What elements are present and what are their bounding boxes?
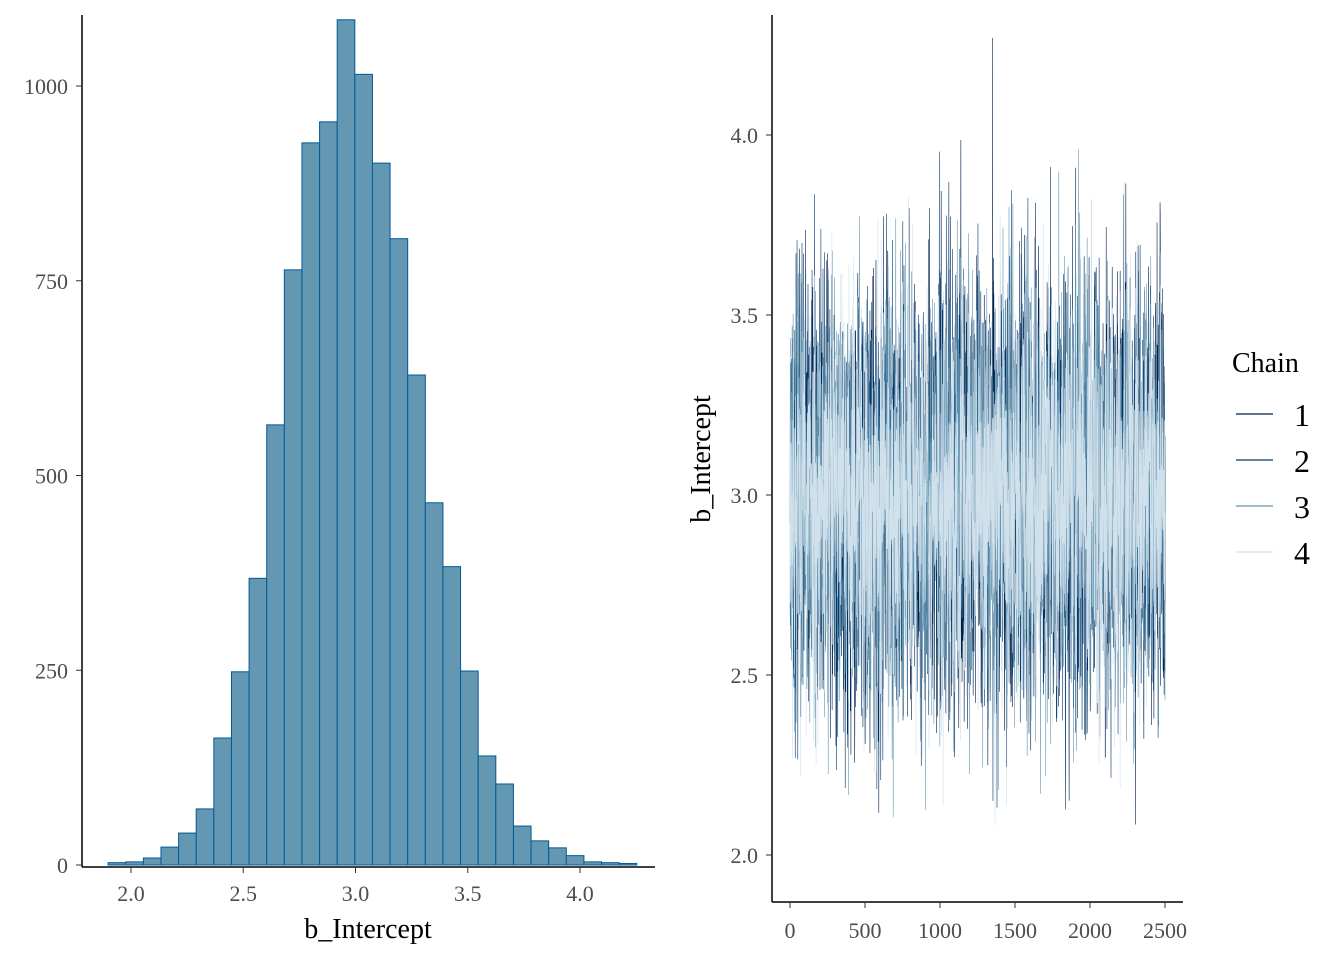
trace-y-ticks: 2.0 2.5 3.0 3.5 4.0 [731, 123, 772, 868]
trace-x-ticks: 0 500 1000 1500 2000 2500 [785, 902, 1187, 943]
histogram-bar [319, 121, 338, 866]
histogram-bar [460, 670, 479, 866]
legend-label-chain-3: 3 [1294, 489, 1310, 525]
histogram-bar [530, 840, 550, 866]
histogram-bar [195, 808, 215, 866]
histogram-bar [248, 577, 268, 866]
histogram-bar [213, 737, 232, 866]
legend-title: Chain [1232, 348, 1299, 379]
histogram-bar [178, 832, 197, 866]
histogram-bar [389, 238, 409, 866]
x-tick-label: 2000 [1068, 918, 1112, 943]
x-tick-label: 2.5 [230, 881, 258, 906]
histogram-bars [107, 19, 638, 866]
x-tick-label: 4.0 [566, 881, 594, 906]
trace-y-axis-title: b_Intercept [686, 395, 717, 523]
histogram-bar [230, 671, 250, 866]
x-tick-label: 3.0 [342, 881, 370, 906]
y-tick-label: 3.5 [731, 303, 759, 328]
histogram-bar [442, 566, 462, 866]
histogram-bar [107, 862, 127, 866]
x-tick-label: 500 [849, 918, 882, 943]
histogram-bar [407, 374, 426, 866]
hist-x-axis-title: b_Intercept [304, 914, 432, 945]
x-tick-label: 0 [785, 918, 796, 943]
chain-legend: Chain 1 2 3 4 [1232, 348, 1310, 571]
histogram-bar [548, 847, 567, 866]
x-tick-label: 2500 [1143, 918, 1187, 943]
histogram-bar [336, 19, 356, 866]
y-tick-label: 500 [35, 464, 68, 489]
legend-label-chain-1: 1 [1294, 397, 1310, 433]
histogram-bar [283, 269, 303, 866]
trace-lines [789, 37, 1166, 825]
y-tick-label: 250 [35, 658, 68, 683]
trace-panel: 0 500 1000 1500 2000 2500 2.0 2.5 3.0 3.5 4.0 b_I… [686, 15, 1187, 943]
y-tick-label: 4.0 [731, 123, 759, 148]
histogram-bar [266, 424, 285, 866]
legend-label-chain-2: 2 [1294, 443, 1310, 479]
y-tick-label: 0 [57, 853, 68, 878]
legend-label-chain-4: 4 [1294, 535, 1310, 571]
histogram-bar [424, 502, 444, 866]
trace-line-chain-4 [789, 180, 1166, 825]
x-tick-label: 1000 [918, 918, 962, 943]
histogram-bar [160, 846, 180, 866]
histogram-bar [354, 73, 373, 866]
histogram-bar [601, 862, 620, 866]
y-tick-label: 3.0 [731, 483, 759, 508]
hist-y-ticks: 0 250 500 750 1000 [24, 74, 82, 878]
histogram-bar [301, 142, 321, 866]
histogram-bar [125, 861, 144, 866]
histogram-bar [565, 855, 585, 866]
y-tick-label: 2.0 [731, 843, 759, 868]
x-tick-label: 1500 [993, 918, 1037, 943]
histogram-bar [477, 755, 497, 866]
y-tick-label: 2.5 [731, 663, 759, 688]
y-tick-label: 1000 [24, 74, 68, 99]
y-tick-label: 750 [35, 269, 68, 294]
histogram-bar [371, 162, 391, 866]
histogram-bar [512, 825, 532, 866]
x-tick-label: 2.0 [117, 881, 145, 906]
histogram-bar [583, 861, 603, 866]
histogram-bar [618, 862, 638, 866]
hist-x-ticks: 2.0 2.5 3.0 3.5 4.0 [117, 867, 594, 906]
histogram-bar [142, 857, 162, 866]
x-tick-label: 3.5 [454, 881, 482, 906]
histogram-bar [495, 783, 514, 866]
histogram-panel: 2.0 2.5 3.0 3.5 4.0 0 250 500 750 1000 b_Interce… [24, 15, 655, 945]
